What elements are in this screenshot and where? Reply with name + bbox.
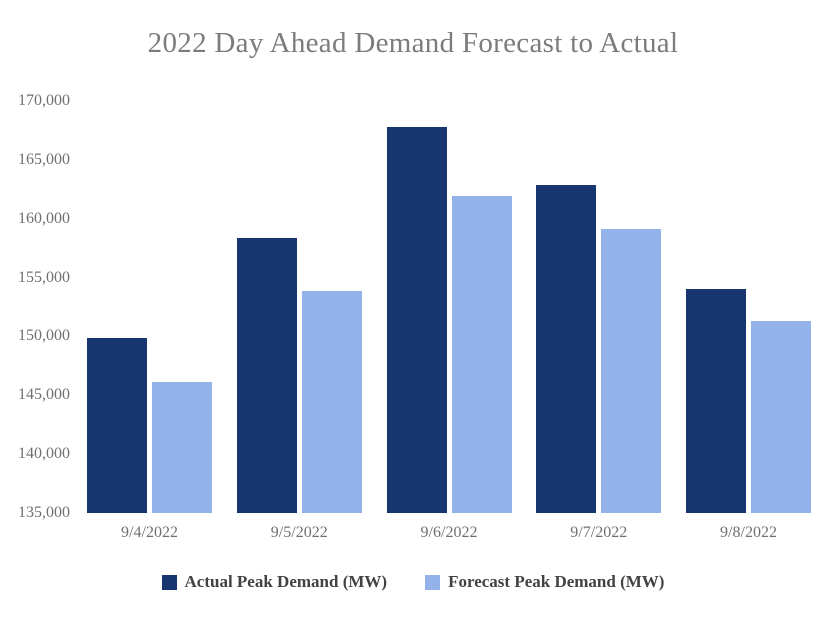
legend: Actual Peak Demand (MW) Forecast Peak Dem…: [0, 572, 826, 592]
bar-group: [686, 101, 811, 513]
chart-title: 2022 Day Ahead Demand Forecast to Actual: [147, 27, 679, 59]
y-tick-label: 170,000: [18, 92, 70, 109]
y-axis: 135,000 140,000 145,000 150,000 155,000 160,0…: [0, 0, 70, 620]
y-tick-label: 145,000: [18, 386, 70, 404]
actual-bar: [536, 184, 597, 513]
y-tick-label: 150,000: [18, 327, 70, 345]
forecast-bar: [451, 196, 512, 513]
x-tick-label: 9/6/2022: [420, 524, 478, 541]
y-tick-label: 135,000: [18, 504, 70, 521]
bar-group: [87, 101, 212, 513]
actual-bar: [686, 289, 746, 513]
actual-bar: [236, 237, 297, 513]
x-tick-label: 9/7/2022: [570, 524, 628, 541]
plot-area: [87, 101, 811, 513]
actual-bar: [386, 126, 447, 513]
actual-swatch-icon: [161, 574, 177, 590]
legend-item-forecast: Forecast Peak Demand (MW): [425, 572, 664, 592]
forecast-bar: [601, 229, 662, 513]
y-tick-label: 165,000: [18, 150, 70, 168]
x-axis: 9/4/2022 9/5/2022 9/6/2022 9/7/2022 9/8/2022: [87, 523, 811, 543]
bar-group: [536, 101, 662, 513]
legend-label: Actual Peak Demand (MW): [184, 572, 388, 591]
y-tick-label: 140,000: [18, 445, 70, 463]
x-tick-label: 9/4/2022: [121, 524, 178, 541]
x-tick-label: 9/5/2022: [270, 524, 328, 541]
bar-group: [386, 101, 512, 513]
forecast-bar: [301, 290, 362, 513]
legend-item-actual: Actual Peak Demand (MW): [161, 572, 388, 592]
bar-group: [236, 101, 362, 513]
forecast-swatch-icon: [425, 574, 441, 590]
forecast-bar: [152, 382, 212, 513]
y-tick-label: 160,000: [18, 209, 70, 227]
x-tick-label: 9/8/2022: [720, 524, 777, 541]
actual-bar: [87, 337, 147, 513]
legend-label: Forecast Peak Demand (MW): [448, 572, 665, 591]
y-tick-label: 155,000: [18, 268, 70, 286]
forecast-bar: [751, 321, 811, 513]
